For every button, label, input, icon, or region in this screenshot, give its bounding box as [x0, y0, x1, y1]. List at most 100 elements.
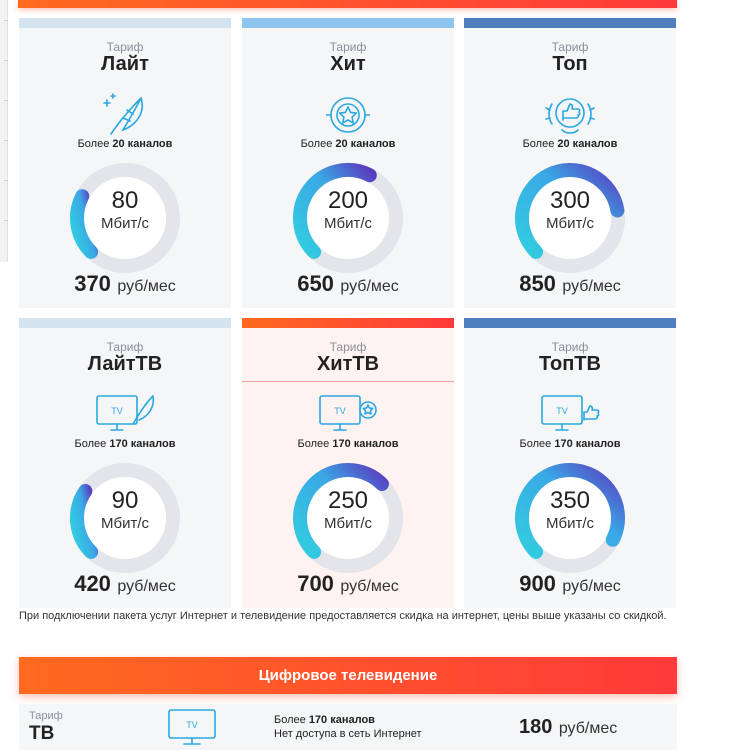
speed-gauge: 250 Мбит/с: [288, 458, 408, 578]
plan-card-lite-tv[interactable]: Тариф ЛайтТВ TV Более 170 каналов 90 Мби…: [19, 318, 231, 608]
speed-value: 200: [327, 187, 369, 214]
gauge-progress-arc: [70, 189, 99, 259]
gauge-progress-arc: [70, 484, 99, 559]
speed-unit: Мбит/с: [323, 515, 372, 532]
price-unit: руб/мес: [562, 278, 621, 295]
channels-prefix: Более: [274, 714, 306, 726]
plan-name: ТВ: [29, 723, 55, 744]
tariff-label: Тариф: [106, 340, 144, 354]
speed-gauge: 200 Мбит/с: [288, 158, 408, 278]
edge-tick: [4, 140, 8, 141]
digital-tv-plan-row[interactable]: Тариф ТВ TV Более 170 каналов Нет доступ…: [19, 704, 677, 750]
price-unit: руб/мес: [340, 578, 399, 595]
edge-tick: [4, 60, 8, 61]
speed-text: 350 Мбит/с: [510, 488, 630, 534]
plan-card-top[interactable]: Тариф Топ Более 20 каналов 300 Мбит/с 85…: [464, 18, 676, 308]
channels-prefix: Более: [522, 138, 555, 150]
plan-color-stripe: [242, 318, 454, 328]
channels-count: Более 170 каналов: [19, 438, 231, 450]
tariff-label: Тариф: [329, 340, 367, 354]
svg-text:TV: TV: [556, 406, 568, 416]
plan-price: 850 руб/мес: [464, 271, 676, 297]
edge-tick: [4, 100, 8, 101]
plan-color-stripe: [464, 18, 676, 28]
plan-card-lite[interactable]: Тариф Лайт Более 20 каналов 80 Мбит/с 37…: [19, 18, 231, 308]
plan-price: 420 руб/мес: [19, 571, 231, 597]
channels-count: Более 170 каналов: [274, 713, 422, 727]
speed-text: 200 Мбит/с: [288, 188, 408, 234]
price-value: 370: [74, 271, 111, 296]
speed-unit: Мбит/с: [545, 215, 594, 232]
plan-price: 370 руб/мес: [19, 271, 231, 297]
svg-text:TV: TV: [111, 406, 123, 416]
plan-name: Топ: [552, 53, 588, 75]
channels-count: Более 20 каналов: [19, 138, 231, 150]
price-value: 850: [519, 271, 556, 296]
speed-value: 300: [549, 187, 591, 214]
digital-tv-info: Более 170 каналов Нет доступа в сеть Инт…: [274, 713, 422, 741]
speed-gauge-ring: [293, 463, 403, 573]
gauge-center: [307, 477, 389, 559]
plan-color-stripe: [19, 318, 231, 328]
channels-count: Более 170 каналов: [464, 438, 676, 450]
tv-feather-icon: TV: [96, 395, 155, 431]
speed-gauge: 300 Мбит/с: [510, 158, 630, 278]
plan-color-stripe: [19, 18, 231, 28]
plan-name: Хит: [330, 53, 366, 75]
tv-star-icon: TV: [319, 395, 377, 431]
tariff-label: Тариф: [551, 340, 589, 354]
price-unit: руб/мес: [562, 578, 621, 595]
channels-prefix: Более: [519, 438, 552, 450]
edge-tick: [4, 220, 8, 221]
plan-card-top-tv[interactable]: Тариф ТопТВ TV Более 170 каналов 350 Мби…: [464, 318, 676, 608]
channels-value: 20 каналов: [335, 138, 396, 150]
plan-price: 900 руб/мес: [464, 571, 676, 597]
gauge-progress-arc: [515, 463, 625, 559]
speed-value: 90: [111, 487, 139, 514]
channels-prefix: Более: [74, 438, 107, 450]
channels-prefix: Более: [297, 438, 330, 450]
tariff-label: Тариф: [329, 40, 367, 54]
tv-icon: TV: [168, 709, 216, 745]
gauge-center: [84, 477, 166, 559]
tariff-label: Тариф: [106, 40, 144, 54]
channels-prefix: Более: [77, 138, 110, 150]
price-value: 650: [297, 271, 334, 296]
plan-name: ХитТВ: [316, 353, 380, 375]
speed-text: 90 Мбит/с: [65, 488, 185, 534]
plan-card-hit-tv[interactable]: Тариф ХитТВ TV Более 170 каналов 250 Мби…: [242, 318, 454, 608]
speed-gauge-ring: [70, 463, 180, 573]
gauge-progress-arc: [515, 163, 625, 259]
digital-tv-header: Цифровое телевидение: [19, 657, 677, 694]
channels-value: 20 каналов: [112, 138, 173, 150]
gauge-center: [529, 177, 611, 259]
gauge-center: [307, 177, 389, 259]
gauge-center: [84, 177, 166, 259]
thumbs-up-wreath-icon: [545, 98, 595, 134]
channels-count: Более 20 каналов: [464, 138, 676, 150]
discount-note: При подключении пакета услуг Интернет и …: [19, 610, 667, 622]
price-value: 420: [74, 571, 111, 596]
plan-price: 180 руб/мес: [519, 716, 617, 739]
tariff-label: Тариф: [29, 710, 63, 722]
price-value: 900: [519, 571, 556, 596]
channels-value: 20 каналов: [557, 138, 618, 150]
edge-tick: [4, 20, 8, 21]
plan-name: ТопТВ: [539, 353, 601, 375]
tv-thumbs-up-icon: TV: [541, 395, 600, 431]
speed-gauge-ring: [515, 463, 625, 573]
speed-text: 300 Мбит/с: [510, 188, 630, 234]
speed-gauge: 80 Мбит/с: [65, 158, 185, 278]
channels-count: Более 20 каналов: [242, 138, 454, 150]
speed-unit: Мбит/с: [100, 215, 149, 232]
gauge-progress-arc: [293, 463, 389, 559]
edge-tick: [4, 180, 8, 181]
speed-unit: Мбит/с: [100, 515, 149, 532]
plan-card-hit[interactable]: Тариф Хит Более 20 каналов 200 Мбит/с 65…: [242, 18, 454, 308]
plan-color-stripe: [242, 18, 454, 28]
price-value: 700: [297, 571, 334, 596]
speed-text: 80 Мбит/с: [65, 188, 185, 234]
channels-value: 170 каналов: [308, 714, 375, 726]
plan-price: 700 руб/мес: [242, 571, 454, 597]
page-left-edge: [0, 0, 8, 262]
